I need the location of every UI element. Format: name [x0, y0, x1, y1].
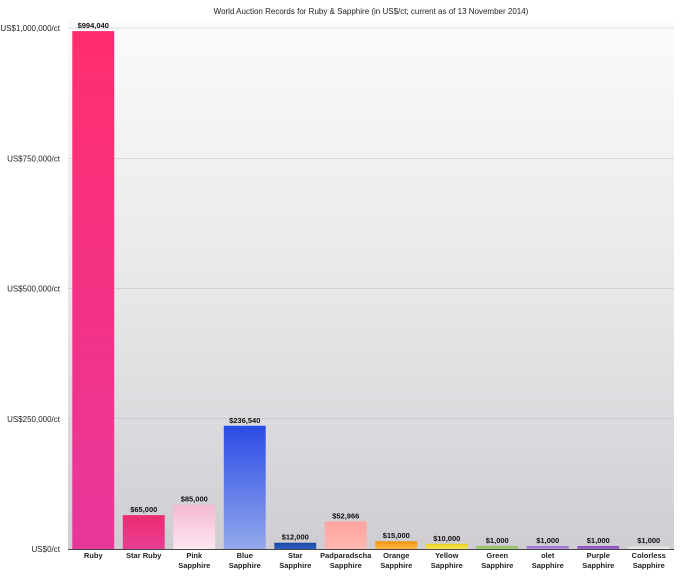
data-label: $994,040	[78, 21, 109, 30]
bar	[627, 546, 670, 549]
bar	[223, 425, 266, 549]
x-tick-label: Green Sapphire	[481, 551, 513, 570]
bar	[122, 515, 165, 549]
y-tick-label: US$0/ct	[32, 545, 61, 554]
x-tick-label: Padparadscha Sapphire	[320, 551, 372, 570]
y-tick-label: US$1,000,000/ct	[0, 24, 60, 33]
x-tick-label: Star Ruby	[126, 551, 162, 560]
bar	[526, 546, 569, 549]
gridlines	[68, 27, 674, 420]
chart-title: World Auction Records for Ruby & Sapphir…	[214, 7, 529, 16]
bar	[375, 541, 418, 549]
data-label: $52,966	[332, 511, 359, 520]
x-tick-label: Colorless Sapphire	[632, 551, 666, 570]
bar	[173, 504, 216, 549]
bar	[476, 546, 519, 549]
y-axis-ticks: US$0/ct US$250,000/ct US$500,000/ct US$750,…	[0, 24, 60, 554]
data-label: $65,000	[130, 505, 157, 514]
data-label: $85,000	[181, 495, 208, 504]
x-tick-label: olet Sapphire	[532, 551, 564, 570]
y-tick-label: US$250,000/ct	[7, 415, 61, 424]
data-label: $1,000	[587, 536, 610, 545]
bar	[72, 31, 115, 549]
bar	[274, 542, 317, 549]
data-label: $10,000	[433, 534, 460, 543]
data-label: $236,540	[229, 416, 260, 425]
x-tick-label: Blue Sapphire	[229, 551, 261, 570]
x-tick-label: Yellow Sapphire	[431, 551, 463, 570]
data-label: $1,000	[486, 536, 509, 545]
x-axis-ticks: Ruby Star Ruby Pink Sapphire Blue Sapphire Sta…	[84, 551, 666, 570]
x-tick-label: Ruby	[84, 551, 104, 560]
x-tick-label: Star Sapphire	[279, 551, 311, 570]
x-tick-label: Pink Sapphire	[178, 551, 210, 570]
bar	[324, 521, 367, 549]
y-tick-label: US$750,000/ct	[7, 154, 61, 163]
bar	[425, 543, 468, 549]
x-tick-label: Purple Sapphire	[582, 551, 614, 570]
plot-area	[68, 20, 674, 550]
y-tick-label: US$500,000/ct	[7, 285, 61, 294]
data-label: $1,000	[536, 536, 559, 545]
data-label: $1,000	[637, 536, 660, 545]
x-tick-label: Orange Sapphire	[380, 551, 412, 570]
data-label: $12,000	[282, 533, 309, 542]
bars	[72, 31, 670, 549]
bar	[577, 546, 620, 549]
data-label: $15,000	[383, 531, 410, 540]
data-labels: $994,040 $65,000 $85,000 $236,540 $12,000 $52…	[78, 21, 661, 545]
